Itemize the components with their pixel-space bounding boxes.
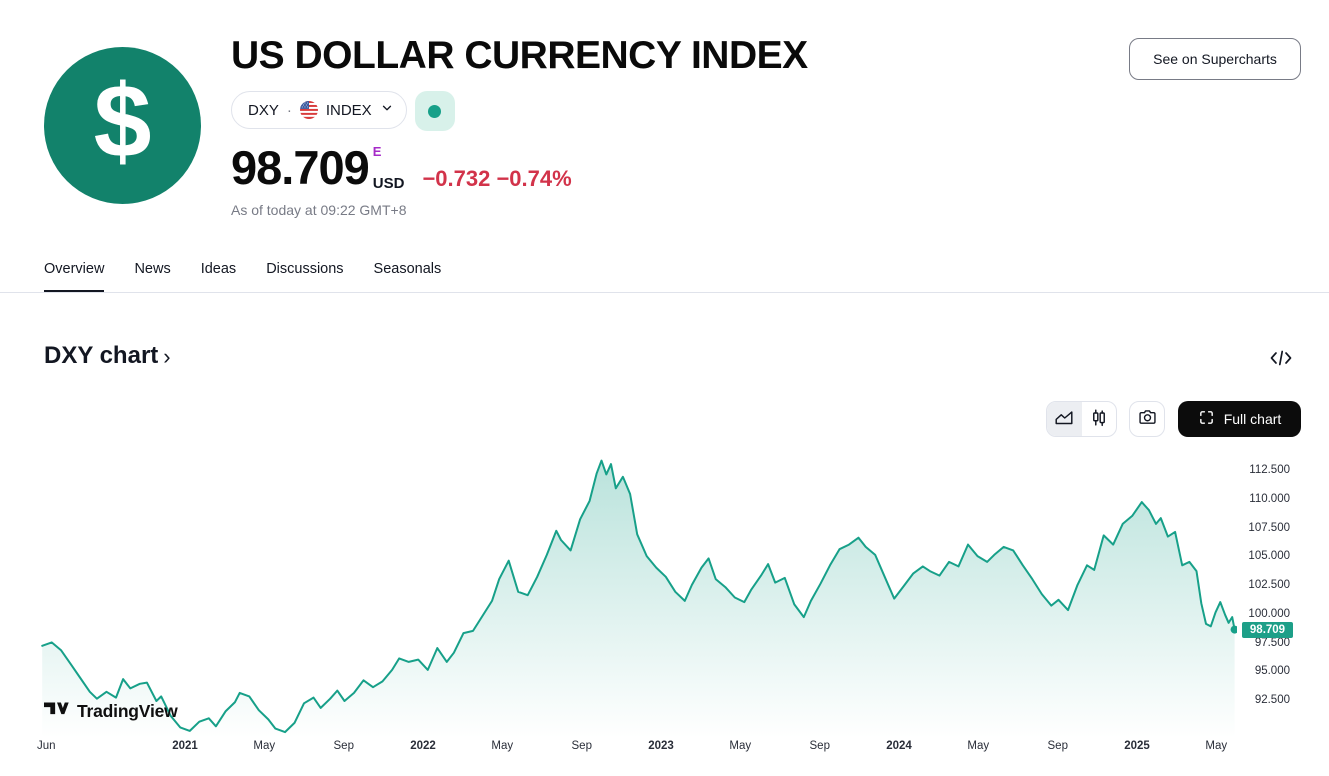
tab-ideas[interactable]: Ideas: [200, 261, 237, 277]
market-open-dot-icon: [428, 104, 442, 118]
symbol-row: DXY ·: [231, 91, 455, 131]
x-axis-label: Sep: [809, 740, 830, 752]
y-axis-label: 112.500: [1249, 464, 1290, 476]
y-axis-label: 107.500: [1248, 521, 1290, 534]
x-axis-label: 2024: [886, 740, 912, 752]
camera-icon: [1137, 407, 1158, 431]
symbol-selector-button[interactable]: DXY ·: [231, 91, 407, 129]
y-axis-label: 102.500: [1248, 579, 1290, 591]
code-icon: [1268, 350, 1294, 372]
separator-dot: ·: [286, 101, 292, 119]
page-title: US DOLLAR CURRENCY INDEX: [231, 34, 808, 77]
y-axis-label: 92.500: [1254, 694, 1290, 706]
as-of-timestamp: As of today at 09:22 GMT+8: [231, 202, 407, 218]
x-axis-label: May: [1205, 740, 1228, 752]
price-row: 98.709 E USD −0.732 −0.74%: [231, 144, 572, 191]
chevron-right-icon: ›: [163, 344, 171, 369]
market-status-button[interactable]: [414, 91, 455, 131]
chevron-down-icon: [380, 101, 394, 119]
dollar-sign: $: [93, 64, 152, 180]
last-price: 98.709: [231, 141, 370, 194]
watermark-text: TradingView: [77, 700, 178, 721]
y-axis-label: 105.000: [1248, 550, 1290, 563]
price-flags: E USD: [373, 145, 405, 191]
x-axis-label: Sep: [1047, 740, 1068, 752]
embed-code-button[interactable]: [1264, 344, 1298, 374]
price-change: −0.732 −0.74%: [422, 165, 572, 191]
x-axis-label: Sep: [571, 740, 592, 752]
last-price-axis-label: 98.709: [1242, 621, 1293, 638]
tab-news[interactable]: News: [134, 261, 171, 277]
full-chart-button[interactable]: Full chart: [1178, 401, 1301, 437]
full-chart-label: Full chart: [1223, 411, 1282, 427]
x-axis-label: 2025: [1124, 740, 1150, 752]
fullscreen-icon: [1198, 409, 1215, 429]
area-chart-icon: [1053, 407, 1075, 432]
y-axis-label: 97.500: [1254, 636, 1290, 649]
chart-style-segmented-control: [1046, 401, 1117, 437]
tab-seasonals[interactable]: Seasonals: [373, 261, 442, 277]
market-session-flag: E: [372, 144, 382, 159]
currency-label: USD: [372, 175, 405, 192]
x-axis-label: May: [253, 740, 276, 752]
symbol-tabs: Overview News Ideas Discussions Seasonal…: [44, 261, 441, 293]
price-line: [41, 459, 1236, 734]
us-flag-icon: [299, 101, 318, 119]
x-axis-label: 2021: [172, 740, 198, 752]
x-axis-label: Jun: [36, 740, 56, 752]
candlestick-icon: [1088, 407, 1110, 432]
x-axis-label: 2022: [410, 740, 436, 752]
price-area-chart[interactable]: [40, 447, 1237, 738]
snapshot-button[interactable]: [1129, 401, 1165, 437]
x-axis-label: Sep: [333, 740, 354, 752]
x-axis-label: 2023: [648, 740, 674, 752]
chart-section-title[interactable]: DXY chart ›: [44, 342, 171, 369]
last-price-dot: [1230, 625, 1237, 634]
candles-chart-style-button[interactable]: [1082, 402, 1117, 436]
tab-discussions[interactable]: Discussions: [266, 261, 344, 277]
y-axis-label: 100.000: [1248, 607, 1290, 620]
x-axis-label: May: [729, 740, 752, 752]
tradingview-watermark: TradingView: [44, 700, 178, 722]
see-on-supercharts-button[interactable]: See on Supercharts: [1129, 38, 1301, 80]
area-chart-style-button[interactable]: [1047, 402, 1082, 436]
symbol-exchange: INDEX: [325, 101, 372, 119]
symbol-logo: $: [44, 47, 201, 204]
x-axis-label: May: [491, 740, 514, 752]
y-axis-label: 95.000: [1254, 665, 1290, 678]
x-axis-label: May: [967, 740, 990, 752]
symbol-ticker: DXY: [248, 101, 279, 119]
tab-overview[interactable]: Overview: [44, 261, 105, 293]
y-axis-label: 110.000: [1249, 492, 1290, 505]
area-fill: [42, 460, 1235, 738]
tabs-divider: [0, 292, 1329, 293]
tradingview-logo-icon: [44, 700, 70, 722]
